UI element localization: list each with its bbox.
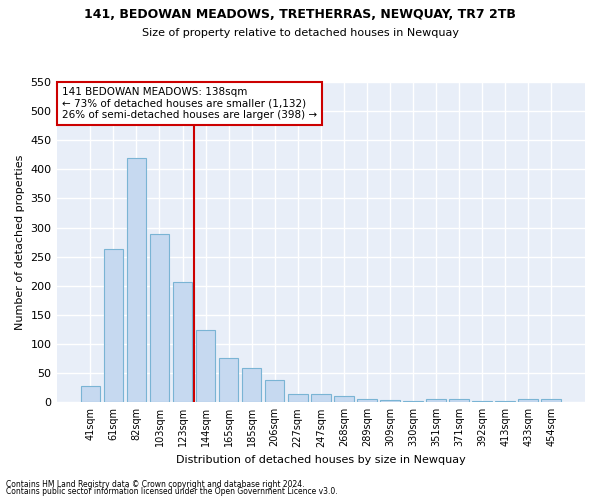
Y-axis label: Number of detached properties: Number of detached properties (15, 154, 25, 330)
Text: Contains HM Land Registry data © Crown copyright and database right 2024.: Contains HM Land Registry data © Crown c… (6, 480, 305, 489)
Bar (219, 358, 238, 403)
Bar (449, 400, 469, 402)
Bar (265, 380, 284, 402)
Bar (541, 400, 561, 402)
X-axis label: Distribution of detached houses by size in Newquay: Distribution of detached houses by size … (176, 455, 466, 465)
Bar (472, 400, 492, 402)
Bar (242, 368, 262, 402)
Bar (334, 396, 353, 402)
Text: 141, BEDOWAN MEADOWS, TRETHERRAS, NEWQUAY, TR7 2TB: 141, BEDOWAN MEADOWS, TRETHERRAS, NEWQUA… (84, 8, 516, 20)
Text: Contains public sector information licensed under the Open Government Licence v3: Contains public sector information licen… (6, 487, 338, 496)
Bar (518, 400, 538, 402)
Text: Size of property relative to detached houses in Newquay: Size of property relative to detached ho… (142, 28, 458, 38)
Bar (173, 282, 193, 403)
Bar (149, 234, 169, 402)
Bar (104, 249, 123, 402)
Bar (288, 394, 308, 402)
Bar (496, 401, 515, 402)
Bar (357, 399, 377, 402)
Bar (127, 158, 146, 402)
Bar (380, 400, 400, 402)
Text: 141 BEDOWAN MEADOWS: 138sqm
← 73% of detached houses are smaller (1,132)
26% of : 141 BEDOWAN MEADOWS: 138sqm ← 73% of det… (62, 87, 317, 120)
Bar (426, 399, 446, 402)
Bar (80, 386, 100, 402)
Bar (311, 394, 331, 402)
Bar (196, 330, 215, 402)
Bar (403, 400, 423, 402)
